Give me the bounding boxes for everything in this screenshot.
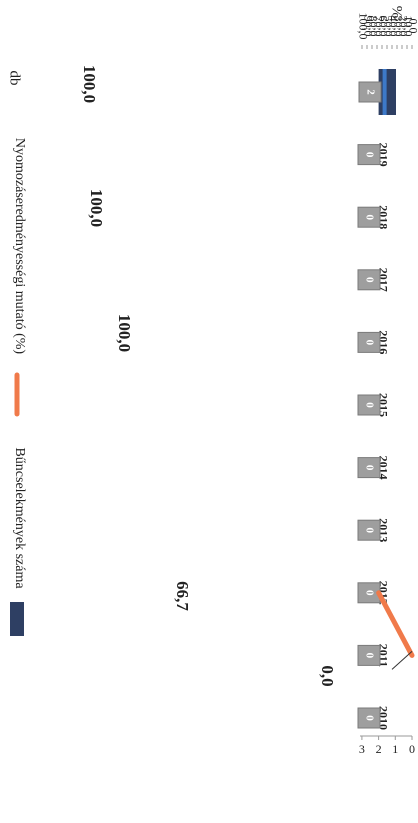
bar-data-label-box	[358, 81, 382, 103]
bar-data-label-group: 0	[363, 715, 375, 721]
pct-tick-label: 70,0	[371, 16, 385, 37]
db-tick-label: 1	[392, 742, 398, 756]
line-point-label-group: 66,7	[173, 581, 192, 611]
bar-data-label-group: 0	[363, 653, 375, 659]
bar-data-label-box	[357, 144, 381, 166]
line-point-label: 0,0	[318, 665, 337, 686]
pct-tick-label: 90,0	[361, 16, 375, 37]
pct-tick-label: 80,0	[366, 16, 380, 37]
line-value-label-group: 100,0	[115, 314, 134, 352]
pct-tick-group: 50,0	[381, 16, 395, 37]
pct-tick-group: 90,0	[361, 16, 375, 37]
pct-tick-label: 30,0	[391, 16, 405, 37]
db-tick-label: 0	[409, 742, 415, 756]
bar-data-label: 0	[363, 152, 375, 158]
bar-data-label: 0	[363, 465, 375, 471]
bar-data-label: 0	[363, 402, 375, 408]
bar-data-label: 0	[363, 527, 375, 533]
pct-unit-group: %	[389, 6, 405, 19]
line-value-label: 100,0	[80, 65, 99, 103]
pct-tick-label: 40,0	[386, 16, 400, 37]
db-tick-label: 2	[376, 742, 382, 756]
pct-tick-group: 0,0	[406, 19, 418, 34]
pct-tick-label: 60,0	[376, 16, 390, 37]
db-tick-label: 3	[359, 742, 365, 756]
bar-highlight	[382, 69, 387, 115]
bar-data-label-group: 0	[363, 527, 375, 533]
pct-tick-label: 20,0	[396, 16, 410, 37]
bar-data-label-group: 0	[363, 590, 375, 596]
pct-tick-group: 10,0	[401, 16, 415, 37]
pct-tick-group: 20,0	[396, 16, 410, 37]
bar-data-label-box	[357, 707, 381, 729]
bar-data-label-group: 0	[363, 402, 375, 408]
db-unit-group: db	[7, 71, 23, 86]
legend-item-group: Nyomozáseredményességi mutató (%)	[12, 138, 27, 354]
bar-data-label-group: 2	[364, 89, 376, 95]
legend-swatch-bars	[10, 602, 24, 636]
bar-data-label-box	[357, 269, 381, 291]
bar-data-label-group: 0	[363, 277, 375, 283]
line-value-label: 100,0	[115, 314, 134, 352]
pct-tick-label: 100,0	[356, 13, 370, 40]
line-point-label: 66,7	[173, 581, 192, 611]
bar-data-label-group: 0	[363, 152, 375, 158]
pct-tick-label: 50,0	[381, 16, 395, 37]
pct-tick-group: 40,0	[386, 16, 400, 37]
legend-label-bars: Bűncselekmények száma	[12, 447, 27, 589]
pct-tick-group: 60,0	[376, 16, 390, 37]
bar-data-label-box	[357, 331, 381, 353]
bar-data-label: 0	[363, 340, 375, 346]
pct-tick-group: 80,0	[366, 16, 380, 37]
legend-label-line: Nyomozáseredményességi mutató (%)	[12, 138, 27, 354]
legend-item-group: Bűncselekmények száma	[12, 447, 27, 589]
bar-data-label: 0	[363, 590, 375, 596]
pct-tick-label: 0,0	[406, 19, 418, 34]
line-series	[376, 590, 415, 658]
bar-data-label-group: 0	[363, 214, 375, 220]
bar-data-label-group: 0	[363, 465, 375, 471]
bar-data-label: 2	[364, 89, 376, 95]
pct-tick-group: 100,0	[356, 13, 370, 40]
bar-data-label: 0	[363, 715, 375, 721]
bar-data-label-box	[357, 644, 381, 666]
pct-unit-label: %	[389, 6, 405, 19]
bar-data-label-box	[357, 206, 381, 228]
bar-data-label: 0	[363, 277, 375, 283]
bar-data-label-group: 0	[363, 340, 375, 346]
pct-tick-group: 70,0	[371, 16, 385, 37]
db-unit-label: db	[7, 71, 23, 86]
pct-tick-label: 10,0	[401, 16, 415, 37]
line-value-label: 100,0	[87, 189, 106, 227]
pct-tick-group: 30,0	[391, 16, 405, 37]
line-value-label-group: 100,0	[87, 189, 106, 227]
line-value-label-group: 100,0	[80, 65, 99, 103]
bar-data-label-box	[357, 519, 381, 541]
bar-data-label-box	[357, 457, 381, 479]
bar-data-label-box	[357, 394, 381, 416]
point-callout-line	[391, 651, 413, 670]
bar-data-label: 0	[363, 653, 375, 659]
bar-data-label: 0	[363, 214, 375, 220]
line-point-label-group: 0,0	[318, 665, 337, 686]
